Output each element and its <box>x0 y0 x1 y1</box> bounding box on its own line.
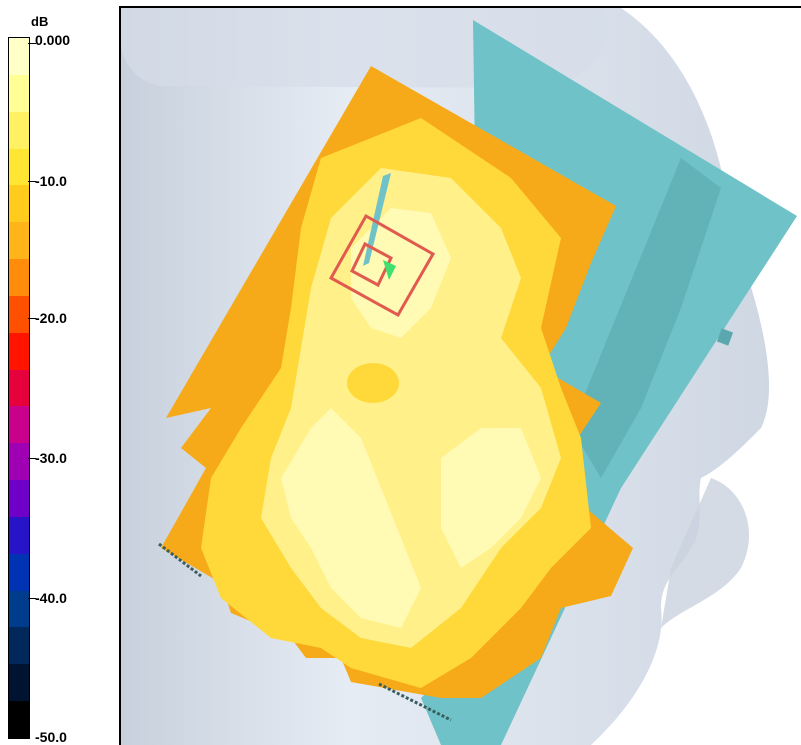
colorbar-label-minus10: -10.0 <box>35 173 67 189</box>
colorbar-label-min: -50.0 <box>35 729 67 745</box>
colorbar-label-minus20: -20.0 <box>35 310 67 326</box>
colorbar-swatch <box>9 516 29 555</box>
colorbar-swatch <box>9 148 29 186</box>
colorbar-swatch <box>9 553 29 592</box>
head-ear-shadow <box>661 478 750 628</box>
3d-viewport[interactable] <box>119 6 801 745</box>
field-region-pale-right <box>441 428 541 568</box>
colorbar-label-max: 0.000 <box>35 32 71 48</box>
sar-field-render <box>121 8 797 745</box>
probe-inner-square <box>350 241 393 288</box>
colorbar-gradient <box>8 37 30 739</box>
colorbar-swatch <box>9 222 29 260</box>
colorbar-swatch <box>9 74 29 113</box>
colorbar-tick <box>28 458 36 459</box>
colorbar-swatch <box>9 627 29 665</box>
colorbar-swatch <box>9 185 29 223</box>
colorbar-swatch <box>9 38 29 76</box>
mesh-edge <box>158 542 202 578</box>
colorbar-swatch <box>9 701 29 739</box>
colorbar-swatch <box>9 111 29 149</box>
colorbar-tick <box>28 43 36 44</box>
colorbar-swatch <box>9 443 29 481</box>
colorbar-label-minus40: -40.0 <box>35 590 67 606</box>
colorbar-legend: dB 0.000 -10.0 -20.0 -30.0 -40.0 -50.0 <box>0 0 120 745</box>
colorbar-swatch <box>9 295 29 334</box>
colorbar-swatch <box>9 480 29 518</box>
field-region-pale-lower <box>281 408 421 628</box>
colorbar-swatch <box>9 332 29 371</box>
colorbar-swatch <box>9 369 29 407</box>
colorbar-swatch <box>9 664 29 702</box>
phantom-connector <box>716 328 734 346</box>
mesh-edge <box>378 682 452 722</box>
colorbar-swatch <box>9 590 29 628</box>
colorbar-swatch <box>9 259 29 297</box>
probe-tip-icon <box>383 260 396 280</box>
phantom-slit <box>363 173 391 266</box>
phantom-plate-shade <box>571 158 721 478</box>
colorbar-tick <box>28 181 36 182</box>
colorbar-tick <box>28 598 36 599</box>
colorbar-unit-label: dB <box>31 14 49 29</box>
probe-outer-square <box>328 213 436 318</box>
colorbar-tick <box>28 318 36 319</box>
colorbar-label-minus30: -30.0 <box>35 450 67 466</box>
field-hotspot-ellipse <box>347 363 399 403</box>
colorbar-swatch <box>9 406 29 444</box>
field-region-peak <box>351 208 451 338</box>
